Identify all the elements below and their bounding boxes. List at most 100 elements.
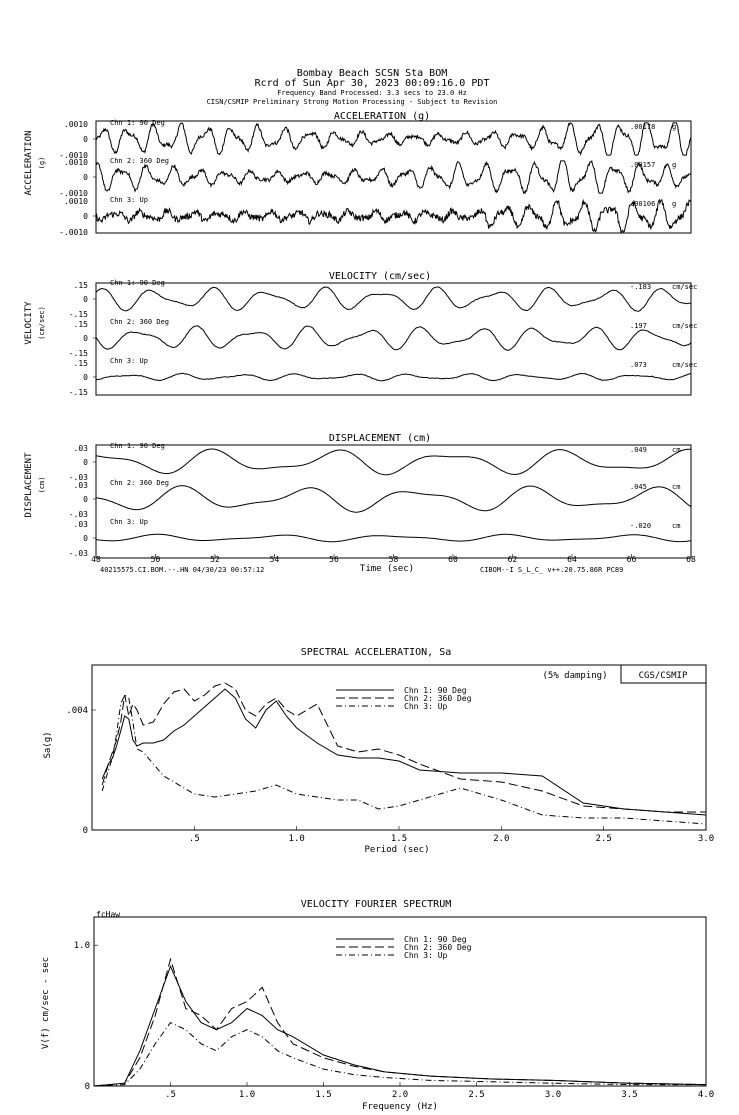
fourier-series: .5 1.0 1.5 2.0 2.5 3.0 3.5 4.0 0 1.0 [74,941,714,1100]
x-tick-label: 3.0 [698,834,714,844]
acceleration-trace-2 [95,159,692,195]
fourier-series-1 [93,964,707,1087]
y-tick-label: 1.0 [74,941,90,951]
scale-bottom: -.0010 [59,151,88,160]
spectral-series-3 [101,694,707,825]
fourier-xlabel: Frequency (Hz) [362,1102,438,1112]
scale-zero: 0 [83,495,88,504]
scale-bottom: -.15 [69,388,88,397]
channel-label: Chn 2: 360 Deg [110,479,169,487]
agency-label: CGS/CSMIP [639,671,688,681]
scale-bottom: -.03 [69,473,88,482]
time-tick-label: 56 [329,555,339,564]
legend-label-3: Chn 3: Up [404,951,448,960]
x-tick-label: 1.0 [289,834,305,844]
time-tick-label: 64 [567,555,577,564]
scale-top: .03 [74,520,89,529]
x-tick-label: 1.5 [391,834,407,844]
time-tick-label: 48 [91,555,101,564]
time-tick-label: 58 [389,555,399,564]
peak-value: .049 [630,446,647,454]
scale-zero: 0 [83,173,88,182]
footer-left: 40215575.CI.BOM.--.HN 04/30/23 00:57:12 [100,566,264,574]
x-tick-label: 3.5 [621,1090,637,1100]
fourier-corner-label: fcHaw [96,910,120,919]
peak-unit: cm/sec [672,361,697,369]
time-tick-label: 66 [627,555,637,564]
time-tick-label: 62 [508,555,518,564]
displacement-trace-1 [95,448,692,476]
time-series-panels: Chn 1: 90 Deg .0010 0 -.0010 .00178 g Chn 2: 3… [59,119,697,559]
band-note: Frequency Band Processed: 3.3 secs to 23… [277,89,467,97]
x-tick-label: 1.0 [239,1090,255,1100]
peak-unit: g [672,200,676,208]
acceleration-ylabel: ACCELERATION [24,130,34,195]
fourier-title: VELOCITY FOURIER SPECTRUM [301,899,452,910]
scale-top: .15 [74,359,89,368]
peak-value: .073 [630,361,647,369]
x-tick-label: 3.0 [545,1090,561,1100]
scale-bottom: -.0010 [59,189,88,198]
fourier-series-3 [93,1021,706,1087]
x-tick-label: 1.5 [315,1090,331,1100]
scale-bottom: -.15 [69,349,88,358]
peak-value: .00157 [630,161,655,169]
x-tick-label: .5 [165,1090,176,1100]
peak-value: .00178 [630,123,655,131]
time-axis-ticks: 48 50 52 54 56 58 60 62 64 66 68 [91,554,696,564]
peak-value: .197 [630,322,647,330]
x-tick-label: 4.0 [698,1090,714,1100]
legend-label-1: Chn 1: 90 Deg [404,686,467,695]
scale-top: .03 [74,481,89,490]
displacement-title: DISPLACEMENT (cm) [329,433,431,444]
peak-unit: cm [672,483,680,491]
y-tick-label: .004 [66,706,88,716]
spectral-ylabel: Sa(g) [43,731,53,758]
channel-label: Chn 3: Up [110,357,148,365]
y-tick-label: 0 [85,1082,90,1092]
displacement-frame [95,444,692,559]
displacement-trace-2 [95,485,692,513]
channel-label: Chn 3: Up [110,196,148,204]
peak-unit: cm [672,446,680,454]
peak-unit: g [672,123,676,131]
channel-label: Chn 1: 90 Deg [110,279,165,287]
channel-label: Chn 2: 360 Deg [110,157,169,165]
time-tick-label: 50 [151,555,161,564]
scale-bottom: -.03 [69,510,88,519]
velocity-trace-2 [95,325,692,351]
spectral-series: .5 1.0 1.5 2.0 2.5 3.0 0 .004 [66,682,714,844]
displacement-ylabel: DISPLACEMENT [24,452,34,518]
channel-label: Chn 1: 90 Deg [110,442,165,450]
spectral-series-1 [101,688,707,816]
x-tick-label: 2.5 [596,834,612,844]
record-title: Rcrd of Sun Apr 30, 2023 00:09:16.0 PDT [255,78,490,89]
scale-zero: 0 [83,212,88,221]
velocity-frame [95,282,692,396]
velocity-title: VELOCITY (cm/sec) [329,271,431,282]
time-tick-label: 60 [448,555,458,564]
peak-value: .00106 [630,200,655,208]
scale-top: .0010 [64,158,88,167]
peak-unit: cm [672,522,680,530]
scale-top: .15 [74,320,89,329]
peak-value: -.020 [630,522,651,530]
time-tick-label: 52 [210,555,220,564]
legend-label-1: Chn 1: 90 Deg [404,935,467,944]
footer-right: CIBOM--I S_L_C_ v++.20.75.86R PC89 [480,566,623,574]
peak-unit: cm/sec [672,322,697,330]
scale-zero: 0 [83,458,88,467]
acceleration-trace-3 [95,198,692,233]
peak-unit: g [672,161,676,169]
velocity-yunit: (cm/sec) [38,306,46,340]
acceleration-yunit: (g) [38,157,46,170]
scale-top: .0010 [64,197,88,206]
station-title: Bombay Beach SCSN Sta BOM [297,68,448,79]
time-tick-label: 54 [270,555,280,564]
spectral-title: SPECTRAL ACCELERATION, Sa [301,647,452,658]
spectral-xlabel: Period (sec) [364,845,429,855]
scale-top: .03 [74,444,89,453]
scale-top: .0010 [64,120,88,129]
scale-bottom: -.03 [69,549,88,558]
